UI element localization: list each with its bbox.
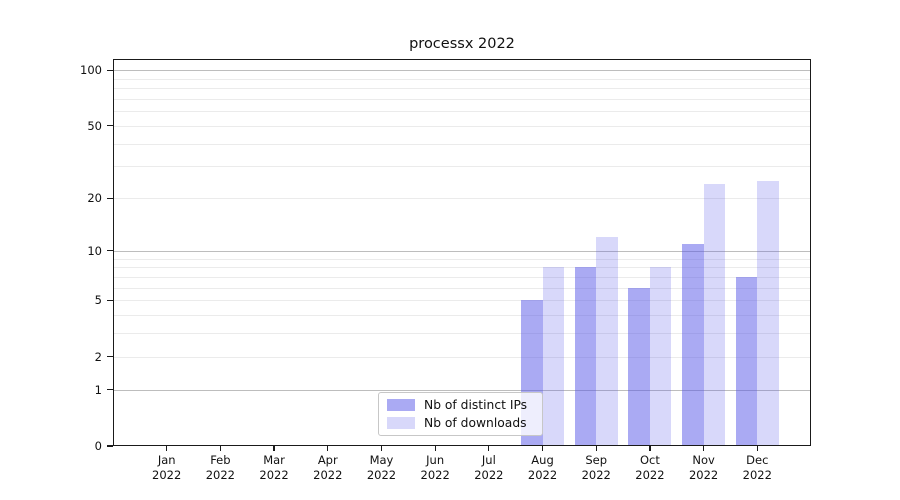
x-tick-label: Apr 2022 (313, 453, 343, 482)
x-tick-label: Jun 2022 (420, 453, 450, 482)
y-tick-label: 2 (94, 349, 102, 364)
bar-distinct-ips (735, 276, 758, 446)
chart-title: processx 2022 (409, 36, 515, 52)
x-tick-mark (327, 446, 329, 451)
x-tick-mark (273, 446, 275, 451)
bar-downloads (596, 237, 618, 446)
y-tick-mark (107, 388, 113, 391)
legend-item-downloads: Nb of downloads (387, 416, 534, 432)
x-tick-label: Aug 2022 (527, 453, 558, 482)
y-tick-label: 0 (94, 439, 102, 453)
minor-gridline (113, 125, 811, 127)
x-tick-label: Jul 2022 (474, 453, 504, 482)
y-tick-label: 50 (87, 118, 102, 133)
minor-gridline (113, 111, 811, 113)
x-tick-label: Jan 2022 (152, 453, 182, 482)
major-gridline (113, 250, 811, 252)
minor-gridline (113, 356, 811, 358)
x-tick-mark (166, 446, 168, 451)
x-tick-mark (756, 446, 758, 451)
minor-gridline (113, 333, 811, 335)
legend-swatch-distinct-ips (387, 398, 415, 411)
bar-distinct-ips (682, 243, 704, 446)
bar-distinct-ips (628, 287, 650, 446)
minor-gridline (113, 198, 811, 200)
legend-label-downloads: Nb of downloads (424, 416, 527, 431)
x-tick-mark (595, 446, 597, 451)
bar-downloads (542, 267, 564, 446)
bar-distinct-ips (574, 267, 597, 446)
x-tick-mark (703, 446, 705, 451)
minor-gridline (113, 143, 811, 145)
x-tick-mark (541, 446, 544, 451)
bar-downloads (703, 183, 726, 446)
y-tick-mark (107, 197, 113, 199)
minor-gridline (113, 300, 811, 302)
y-tick-label: 20 (87, 191, 102, 206)
y-tick-label: 10 (87, 243, 102, 258)
x-tick-label: Oct 2022 (635, 453, 665, 482)
y-tick-mark (107, 355, 113, 358)
minor-gridline (113, 78, 811, 80)
legend-item-distinct-ips: Nb of distinct IPs (387, 397, 534, 413)
x-tick-mark (380, 446, 383, 451)
legend-label-distinct-ips: Nb of distinct IPs (424, 397, 528, 412)
y-tick-mark (107, 445, 113, 447)
bar-downloads (649, 267, 672, 446)
y-tick-label: 100 (80, 63, 102, 78)
minor-gridline (113, 88, 811, 90)
y-tick-label: 1 (94, 382, 102, 397)
x-tick-mark (434, 446, 436, 451)
x-tick-mark (649, 446, 651, 451)
y-tick-mark (107, 299, 113, 301)
minor-gridline (113, 267, 811, 269)
y-tick-label: 5 (94, 293, 102, 308)
x-tick-label: Nov 2022 (688, 453, 719, 482)
y-tick-mark (107, 250, 113, 252)
x-tick-label: Mar 2022 (259, 453, 289, 482)
minor-gridline (113, 314, 811, 316)
minor-gridline (113, 98, 811, 100)
minor-gridline (113, 166, 811, 168)
x-tick-mark (488, 446, 490, 451)
major-gridline (113, 70, 811, 72)
minor-gridline (113, 276, 811, 278)
plot-area (113, 59, 811, 446)
minor-gridline (113, 258, 811, 260)
legend: Nb of distinct IPs Nb of downloads (378, 392, 543, 436)
x-tick-label: May 2022 (366, 453, 397, 482)
major-gridline (113, 389, 811, 391)
bar-downloads (757, 180, 779, 446)
x-tick-label: Sep 2022 (581, 453, 611, 482)
legend-swatch-downloads (387, 417, 415, 430)
x-tick-mark (219, 446, 221, 451)
x-tick-label: Dec 2022 (742, 453, 772, 482)
x-tick-label: Feb 2022 (205, 453, 236, 482)
y-tick-mark (107, 69, 113, 71)
minor-gridline (113, 287, 811, 289)
y-tick-mark (107, 125, 113, 127)
